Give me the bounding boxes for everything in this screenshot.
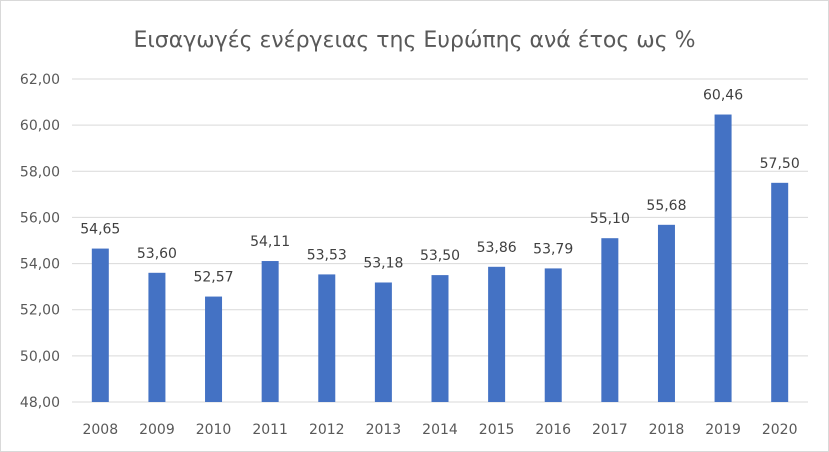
bar: [318, 274, 336, 402]
x-tick-label: 2010: [196, 422, 232, 438]
x-tick-label: 2016: [535, 422, 571, 438]
chart-title: Εισαγωγές ενέργειας της Ευρώπης ανά έτος…: [133, 28, 696, 53]
data-label: 52,57: [193, 270, 233, 286]
y-tick-label: 52,00: [20, 303, 60, 319]
data-label: 53,18: [363, 255, 403, 271]
bar: [374, 282, 392, 402]
bar: [148, 272, 166, 402]
data-label: 55,10: [590, 211, 630, 227]
y-tick-label: 54,00: [20, 257, 60, 273]
y-tick-label: 50,00: [20, 349, 60, 365]
x-tick-label: 2018: [649, 422, 685, 438]
bar: [488, 266, 506, 402]
x-tick-label: 2012: [309, 422, 345, 438]
bar: [261, 261, 279, 402]
bar: [771, 182, 789, 402]
x-tick-label: 2015: [479, 422, 515, 438]
bar: [657, 224, 675, 402]
data-label: 53,60: [137, 246, 177, 262]
x-tick-label: 2014: [422, 422, 458, 438]
bar: [205, 296, 223, 402]
y-tick-label: 58,00: [20, 164, 60, 180]
bar: [91, 248, 109, 402]
data-label: 55,68: [646, 198, 686, 214]
data-label: 60,46: [703, 88, 743, 104]
bar: [601, 238, 619, 402]
data-label: 54,65: [80, 222, 120, 238]
x-tick-label: 2020: [762, 422, 798, 438]
x-tick-label: 2009: [139, 422, 175, 438]
data-label: 57,50: [760, 156, 800, 172]
bar: [714, 114, 732, 402]
data-label: 53,50: [420, 248, 460, 264]
y-tick-label: 60,00: [20, 118, 60, 134]
y-tick-label: 56,00: [20, 210, 60, 226]
data-label: 53,53: [307, 247, 347, 263]
x-tick-label: 2019: [705, 422, 741, 438]
data-label: 53,79: [533, 241, 573, 257]
x-tick-label: 2011: [252, 422, 288, 438]
bar: [431, 275, 449, 402]
x-tick-label: 2008: [82, 422, 118, 438]
x-tick-label: 2017: [592, 422, 628, 438]
data-label: 54,11: [250, 234, 290, 250]
data-label: 53,86: [477, 240, 517, 256]
x-tick-label: 2013: [366, 422, 402, 438]
y-tick-label: 48,00: [20, 395, 60, 411]
y-tick-label: 62,00: [20, 72, 60, 88]
bar: [544, 268, 562, 402]
